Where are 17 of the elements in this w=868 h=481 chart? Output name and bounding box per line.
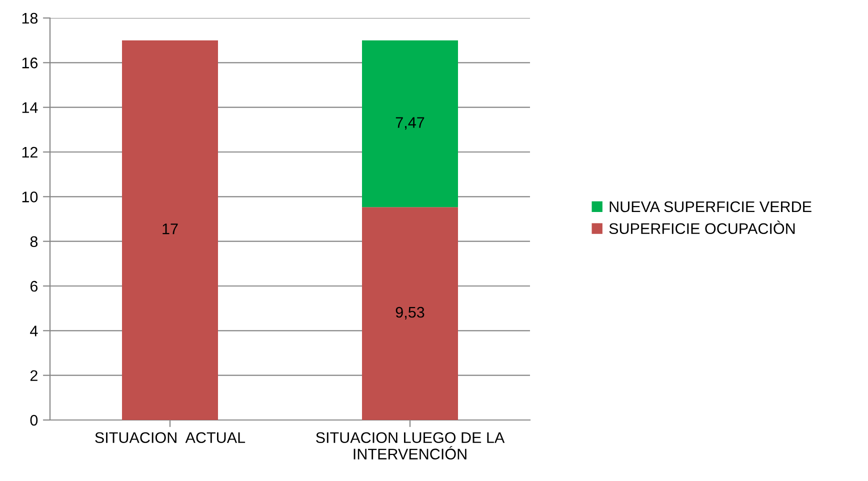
data-label: 7,47	[396, 117, 424, 130]
y-tick-label: 8	[30, 236, 38, 248]
y-tick-label: 14	[22, 102, 38, 113]
y-tick-label: 6	[30, 280, 38, 292]
data-label: 17	[162, 224, 178, 234]
y-tick-label: 4	[30, 326, 38, 336]
y-tick-label: 2	[30, 370, 38, 381]
y-tick-label: 10	[22, 192, 38, 202]
y-tick-label: 18	[22, 12, 38, 24]
data-label: 9,53	[396, 306, 424, 320]
x-tick-label: SITUACION ACTUAL	[95, 432, 246, 444]
y-tick-label: 16	[22, 58, 38, 68]
x-tick-label: SITUACION LUEGO DE LA INTERVENCIÓN	[316, 432, 505, 460]
legend-label: NUEVA SUPERFICIE VERDE	[610, 201, 812, 212]
y-tick-label: 12	[22, 146, 38, 158]
y-tick-label: 0	[30, 414, 38, 426]
legend-label: SUPERFICIE OCUPACIÒN	[609, 220, 795, 234]
